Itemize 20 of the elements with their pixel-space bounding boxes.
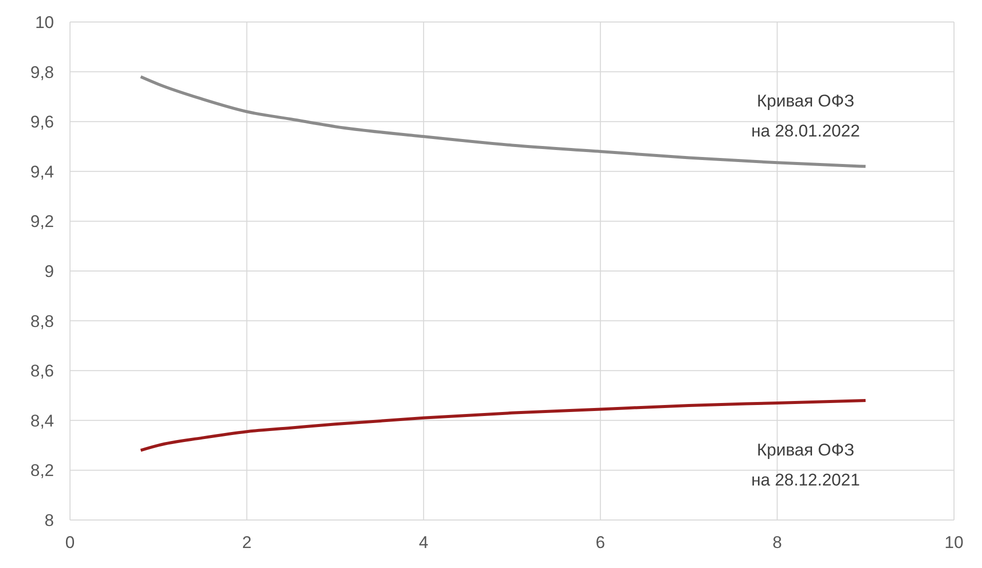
y-tick-label: 8,8 (30, 312, 54, 331)
y-tick-label: 9,6 (30, 112, 54, 132)
y-tick-label: 8,6 (30, 362, 54, 381)
y-tick-label: 9,2 (30, 212, 54, 232)
y-tick-label: 8 (44, 511, 54, 530)
x-tick-label: 4 (418, 533, 428, 552)
line-series (139, 75, 868, 168)
y-tick-label: 8,2 (30, 461, 54, 480)
y-tick-label: 9 (44, 262, 54, 282)
x-tick-label: 10 (944, 533, 964, 552)
y-tick-label: 9,8 (30, 62, 54, 82)
text: Кривая ОФЗ на 28.12.2021 (751, 440, 860, 490)
y-tick-label: 8,4 (30, 411, 54, 430)
x-tick-label: 2 (242, 533, 252, 552)
y-tick-label: 10 (35, 13, 54, 32)
series-label: Кривая ОФЗ на 28.01.2022 (751, 91, 860, 140)
x-tick-label: 8 (772, 533, 782, 552)
y-tick-label: 9,4 (30, 162, 54, 182)
x-tick-label: 6 (596, 533, 606, 552)
x-tick-label: 0 (65, 533, 75, 552)
